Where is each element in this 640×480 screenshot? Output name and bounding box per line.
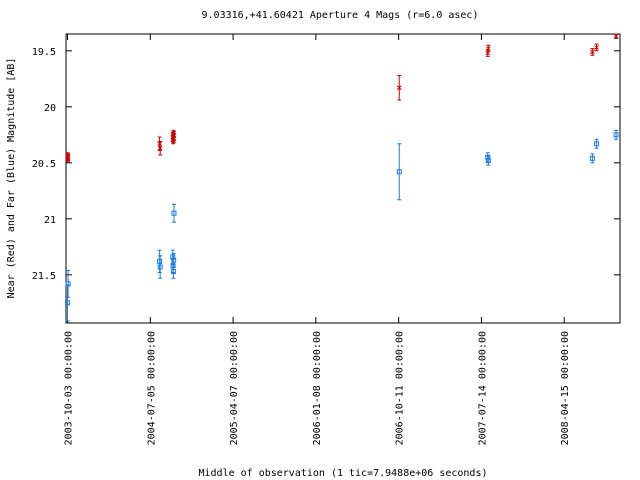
y-axis-label: Near (Red) and Far (Blue) Magnitude [AB] — [6, 58, 17, 299]
data-point — [613, 33, 619, 39]
data-point — [396, 74, 402, 101]
data-point — [171, 203, 177, 223]
y-tick-label: 21 — [44, 215, 56, 226]
square-marker — [157, 264, 163, 270]
cross-marker — [171, 133, 177, 139]
cross-marker — [594, 45, 599, 50]
square-marker — [171, 257, 177, 263]
y-tick-label: 20 — [44, 103, 56, 114]
x-tick-label: 2003-10-03 00:00:00 — [63, 331, 74, 445]
data-point — [589, 153, 595, 164]
data-point — [485, 155, 491, 166]
x-tick-label: 2004-07-05 00:00:00 — [146, 331, 157, 445]
data-point — [65, 153, 71, 162]
square-marker — [64, 300, 70, 306]
x-tick-label: 2005-04-07 00:00:00 — [229, 331, 240, 445]
y-tick-label: 19.5 — [32, 47, 56, 58]
x-axis: 2003-10-03 00:00:00 2004-07-05 00:00:00 20… — [63, 34, 571, 445]
data-point — [171, 130, 177, 141]
series-2 — [64, 129, 619, 322]
cross-marker — [485, 46, 491, 51]
data-point — [171, 253, 177, 268]
data-point — [64, 284, 70, 322]
data-point — [485, 44, 491, 53]
y-tick-label: 21.5 — [32, 271, 56, 282]
square-marker — [613, 132, 619, 138]
square-marker — [396, 169, 402, 175]
x-tick-label: 2006-10-11 00:00:00 — [395, 331, 406, 445]
cross-marker — [157, 141, 162, 147]
data-point — [396, 143, 402, 201]
y-tick-label: 20.5 — [32, 159, 56, 170]
data-point — [157, 141, 163, 156]
square-marker — [594, 141, 600, 147]
square-marker — [157, 258, 163, 264]
data-point — [590, 48, 595, 56]
square-marker — [170, 268, 176, 274]
data-point — [594, 43, 599, 52]
data-point — [594, 138, 600, 149]
x-axis-label: Middle of observation (1 tic=7.9488e+06 … — [199, 468, 488, 479]
square-marker — [171, 210, 177, 216]
data-point — [65, 269, 71, 298]
chart-title: 9.03316,+41.60421 Aperture 4 Mags (r=6.0… — [202, 10, 479, 21]
data-point — [157, 255, 163, 279]
cross-marker — [613, 33, 619, 39]
data-series-layer — [64, 33, 619, 322]
series-1 — [65, 33, 619, 163]
data-point — [613, 129, 619, 140]
cross-marker — [65, 154, 71, 160]
x-tick-label: 2007-07-14 00:00:00 — [477, 331, 488, 445]
plot-frame — [65, 33, 621, 324]
square-marker — [485, 154, 491, 160]
cross-marker — [396, 85, 402, 91]
cross-marker — [590, 49, 595, 55]
cross-marker — [157, 145, 163, 151]
square-marker — [589, 155, 595, 161]
x-tick-label: 2006-01-08 00:00:00 — [312, 331, 323, 445]
square-marker — [485, 158, 491, 164]
y-axis: 19.5 20 20.5 21 21.5 — [32, 47, 620, 282]
square-marker — [65, 281, 71, 287]
data-point — [485, 49, 491, 57]
x-tick-label: 2008-04-15 00:00:00 — [560, 331, 571, 445]
